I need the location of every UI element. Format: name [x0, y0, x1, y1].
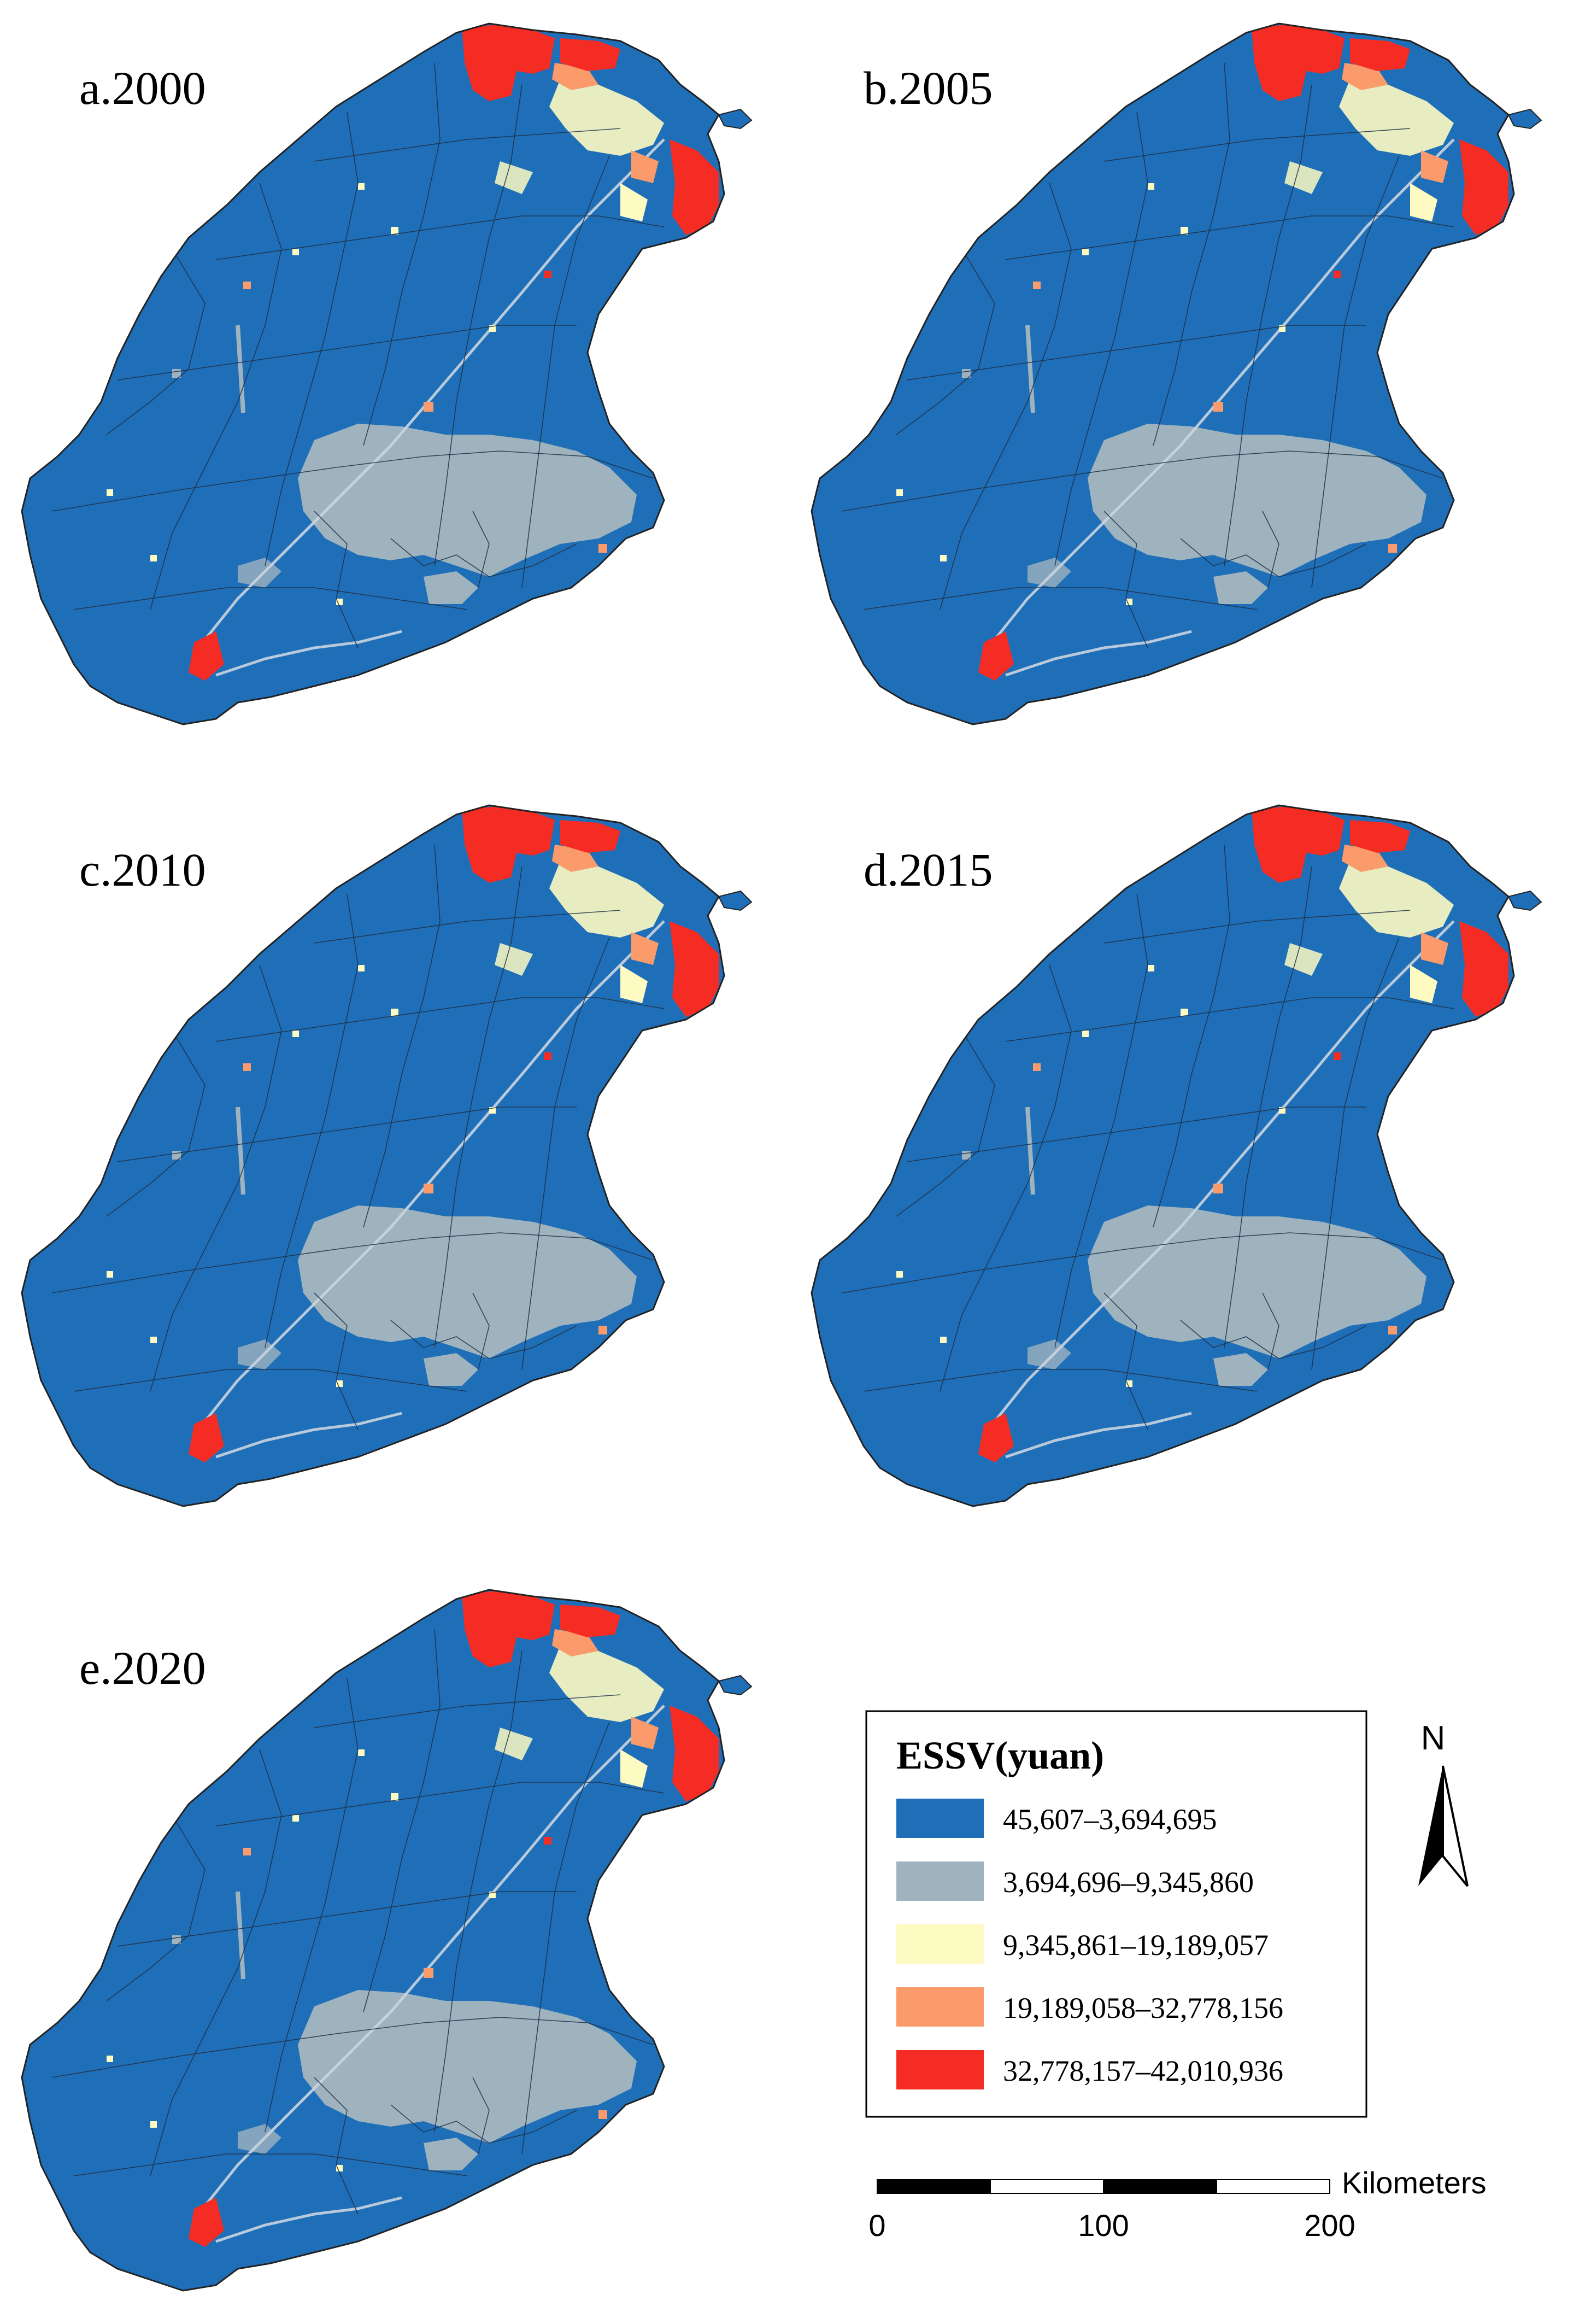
scale-tick-100: 100	[1078, 2208, 1129, 2243]
legend-swatch-4	[896, 1987, 984, 2027]
legend-swatch-1	[896, 1799, 984, 1838]
north-label: N	[1421, 1719, 1446, 1757]
legend-label-5: 32,778,157–42,010,936	[1003, 2054, 1283, 2087]
scale-tick-200: 200	[1304, 2208, 1355, 2243]
scale-segment-4	[1216, 2179, 1330, 2194]
legend-swatch-5	[896, 2050, 984, 2089]
legend-label-3: 9,345,861–19,189,057	[1003, 1929, 1269, 1962]
panel-label-c: c.2010	[79, 844, 206, 896]
panel-label-e: e.2020	[79, 1642, 206, 1694]
map-panel-e: e.2020	[22, 1590, 752, 2291]
legend-swatch-3	[896, 1924, 984, 1964]
map-panel-b: b.2005	[812, 24, 1541, 724]
legend-title: ESSV(yuan)	[896, 1734, 1104, 1777]
legend-label-4: 19,189,058–32,778,156	[1003, 1992, 1283, 2024]
map-panel-a: a.2000	[22, 24, 752, 724]
scale-segment-1	[877, 2179, 991, 2194]
legend-swatch-2	[896, 1861, 984, 1901]
scale-segment-2	[990, 2179, 1104, 2194]
legend-label-1: 45,607–3,694,695	[1003, 1803, 1217, 1836]
north-arrow: N	[1418, 1719, 1469, 1887]
legend: ESSV(yuan) 45,607–3,694,695 3,694,696–9,3…	[865, 1710, 1367, 2118]
legend-label-2: 3,694,696–9,345,860	[1003, 1866, 1254, 1899]
scale-unit: Kilometers	[1342, 2165, 1487, 2200]
north-arrow-icon	[1418, 1765, 1469, 1887]
panel-label-a: a.2000	[79, 62, 206, 114]
scale-segment-3	[1103, 2179, 1217, 2194]
scale-bar: Kilometers 0 100 200	[868, 2165, 1486, 2243]
map-panel-d: d.2015	[812, 805, 1541, 1506]
panel-label-d: d.2015	[864, 844, 993, 896]
map-panel-c: c.2010	[22, 805, 752, 1506]
panel-label-b: b.2005	[864, 62, 993, 114]
scale-tick-0: 0	[868, 2208, 885, 2243]
legend-frame	[865, 1710, 1367, 2118]
